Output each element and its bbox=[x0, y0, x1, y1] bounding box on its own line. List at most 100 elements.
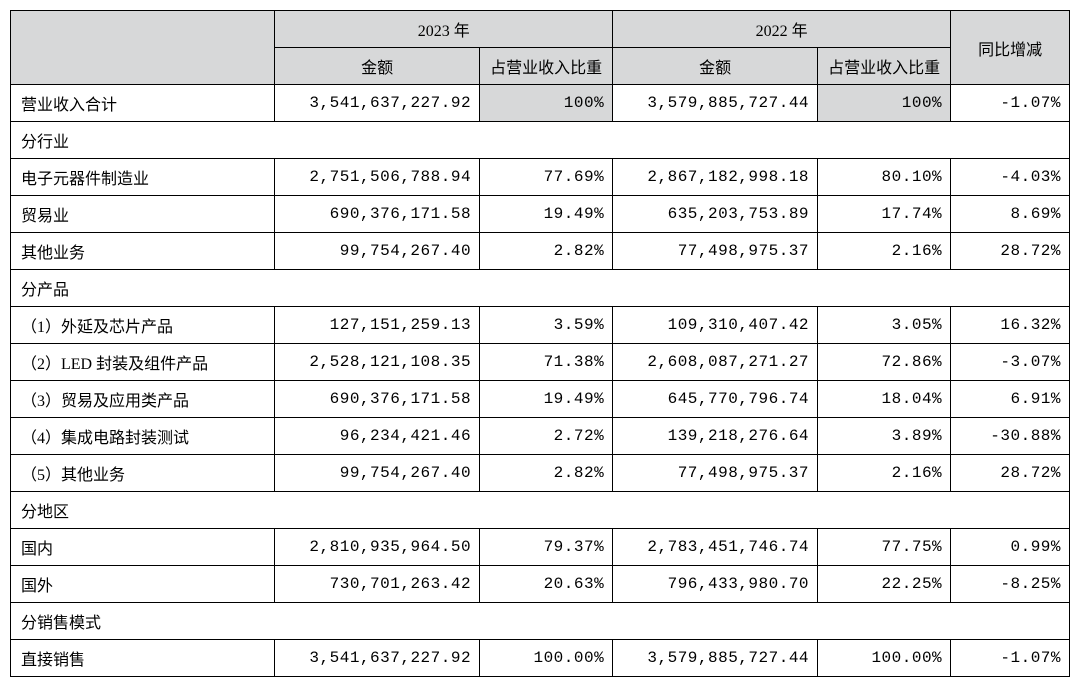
total-amt-2022: 3,579,885,727.44 bbox=[613, 85, 818, 122]
row-yoy: -3.07% bbox=[951, 344, 1070, 381]
revenue-breakdown-table: 2023 年 2022 年 同比增减 金额 占营业收入比重 金额 占营业收入比重… bbox=[10, 10, 1070, 677]
row-pct-2023: 100.00% bbox=[480, 640, 613, 677]
table-row: （1）外延及芯片产品127,151,259.133.59%109,310,407… bbox=[11, 307, 1070, 344]
row-amt-2022: 77,498,975.37 bbox=[613, 233, 818, 270]
row-amt-2023: 96,234,421.46 bbox=[275, 418, 480, 455]
section-header-row: 分销售模式 bbox=[11, 603, 1070, 640]
total-yoy: -1.07% bbox=[951, 85, 1070, 122]
header-yoy: 同比增减 bbox=[951, 11, 1070, 85]
total-pct-2022: 100% bbox=[818, 85, 951, 122]
row-yoy: 8.69% bbox=[951, 196, 1070, 233]
row-label: （4）集成电路封装测试 bbox=[11, 418, 275, 455]
row-yoy: -30.88% bbox=[951, 418, 1070, 455]
table-row: （2）LED 封装及组件产品2,528,121,108.3571.38%2,60… bbox=[11, 344, 1070, 381]
row-amt-2023: 99,754,267.40 bbox=[275, 455, 480, 492]
row-label: 贸易业 bbox=[11, 196, 275, 233]
row-pct-2022: 17.74% bbox=[818, 196, 951, 233]
row-amt-2022: 2,783,451,746.74 bbox=[613, 529, 818, 566]
row-pct-2023: 77.69% bbox=[480, 159, 613, 196]
section-title: 分地区 bbox=[11, 492, 1070, 529]
table-body: 营业收入合计 3,541,637,227.92 100% 3,579,885,7… bbox=[11, 85, 1070, 677]
header-amount-2022: 金额 bbox=[613, 48, 818, 85]
table-row: （3）贸易及应用类产品690,376,171.5819.49%645,770,7… bbox=[11, 381, 1070, 418]
table-row: （5）其他业务99,754,267.402.82%77,498,975.372.… bbox=[11, 455, 1070, 492]
header-amount-2023: 金额 bbox=[275, 48, 480, 85]
row-amt-2023: 2,528,121,108.35 bbox=[275, 344, 480, 381]
total-pct-2023: 100% bbox=[480, 85, 613, 122]
section-header-row: 分地区 bbox=[11, 492, 1070, 529]
total-label: 营业收入合计 bbox=[11, 85, 275, 122]
table-row: 电子元器件制造业2,751,506,788.9477.69%2,867,182,… bbox=[11, 159, 1070, 196]
row-pct-2022: 3.89% bbox=[818, 418, 951, 455]
row-amt-2023: 2,751,506,788.94 bbox=[275, 159, 480, 196]
row-amt-2023: 127,151,259.13 bbox=[275, 307, 480, 344]
section-title: 分产品 bbox=[11, 270, 1070, 307]
row-pct-2023: 79.37% bbox=[480, 529, 613, 566]
row-pct-2022: 72.86% bbox=[818, 344, 951, 381]
row-label: 国外 bbox=[11, 566, 275, 603]
row-pct-2022: 22.25% bbox=[818, 566, 951, 603]
row-amt-2023: 690,376,171.58 bbox=[275, 381, 480, 418]
row-label: （2）LED 封装及组件产品 bbox=[11, 344, 275, 381]
row-pct-2023: 2.72% bbox=[480, 418, 613, 455]
section-header-row: 分产品 bbox=[11, 270, 1070, 307]
row-label: 其他业务 bbox=[11, 233, 275, 270]
row-pct-2023: 2.82% bbox=[480, 455, 613, 492]
header-year-2023: 2023 年 bbox=[275, 11, 613, 48]
row-pct-2022: 18.04% bbox=[818, 381, 951, 418]
row-amt-2022: 635,203,753.89 bbox=[613, 196, 818, 233]
row-pct-2023: 3.59% bbox=[480, 307, 613, 344]
header-ratio-2023: 占营业收入比重 bbox=[480, 48, 613, 85]
row-yoy: -4.03% bbox=[951, 159, 1070, 196]
row-pct-2023: 2.82% bbox=[480, 233, 613, 270]
section-header-row: 分行业 bbox=[11, 122, 1070, 159]
table-row: 直接销售3,541,637,227.92100.00%3,579,885,727… bbox=[11, 640, 1070, 677]
row-pct-2023: 71.38% bbox=[480, 344, 613, 381]
row-pct-2022: 2.16% bbox=[818, 233, 951, 270]
row-amt-2023: 690,376,171.58 bbox=[275, 196, 480, 233]
row-amt-2023: 730,701,263.42 bbox=[275, 566, 480, 603]
row-amt-2022: 2,608,087,271.27 bbox=[613, 344, 818, 381]
row-pct-2023: 19.49% bbox=[480, 381, 613, 418]
table-row: 其他业务99,754,267.402.82%77,498,975.372.16%… bbox=[11, 233, 1070, 270]
row-amt-2022: 77,498,975.37 bbox=[613, 455, 818, 492]
row-yoy: 0.99% bbox=[951, 529, 1070, 566]
row-amt-2023: 3,541,637,227.92 bbox=[275, 640, 480, 677]
row-amt-2022: 796,433,980.70 bbox=[613, 566, 818, 603]
row-label: 直接销售 bbox=[11, 640, 275, 677]
row-amt-2022: 2,867,182,998.18 bbox=[613, 159, 818, 196]
row-label: 电子元器件制造业 bbox=[11, 159, 275, 196]
table-row: 国外730,701,263.4220.63%796,433,980.7022.2… bbox=[11, 566, 1070, 603]
row-pct-2023: 20.63% bbox=[480, 566, 613, 603]
row-amt-2022: 3,579,885,727.44 bbox=[613, 640, 818, 677]
row-pct-2022: 80.10% bbox=[818, 159, 951, 196]
row-pct-2023: 19.49% bbox=[480, 196, 613, 233]
row-pct-2022: 2.16% bbox=[818, 455, 951, 492]
row-yoy: 16.32% bbox=[951, 307, 1070, 344]
row-amt-2023: 99,754,267.40 bbox=[275, 233, 480, 270]
row-yoy: -8.25% bbox=[951, 566, 1070, 603]
header-blank bbox=[11, 11, 275, 85]
row-amt-2022: 645,770,796.74 bbox=[613, 381, 818, 418]
section-title: 分销售模式 bbox=[11, 603, 1070, 640]
row-amt-2022: 139,218,276.64 bbox=[613, 418, 818, 455]
row-label: （3）贸易及应用类产品 bbox=[11, 381, 275, 418]
row-yoy: -1.07% bbox=[951, 640, 1070, 677]
table-row: 贸易业690,376,171.5819.49%635,203,753.8917.… bbox=[11, 196, 1070, 233]
table-row: （4）集成电路封装测试96,234,421.462.72%139,218,276… bbox=[11, 418, 1070, 455]
row-amt-2022: 109,310,407.42 bbox=[613, 307, 818, 344]
row-label: （1）外延及芯片产品 bbox=[11, 307, 275, 344]
row-pct-2022: 100.00% bbox=[818, 640, 951, 677]
row-amt-2023: 2,810,935,964.50 bbox=[275, 529, 480, 566]
row-label: 国内 bbox=[11, 529, 275, 566]
row-pct-2022: 3.05% bbox=[818, 307, 951, 344]
row-label: （5）其他业务 bbox=[11, 455, 275, 492]
row-yoy: 28.72% bbox=[951, 233, 1070, 270]
total-row: 营业收入合计 3,541,637,227.92 100% 3,579,885,7… bbox=[11, 85, 1070, 122]
total-amt-2023: 3,541,637,227.92 bbox=[275, 85, 480, 122]
table-row: 国内2,810,935,964.5079.37%2,783,451,746.74… bbox=[11, 529, 1070, 566]
header-ratio-2022: 占营业收入比重 bbox=[818, 48, 951, 85]
row-pct-2022: 77.75% bbox=[818, 529, 951, 566]
header-year-2022: 2022 年 bbox=[613, 11, 951, 48]
section-title: 分行业 bbox=[11, 122, 1070, 159]
